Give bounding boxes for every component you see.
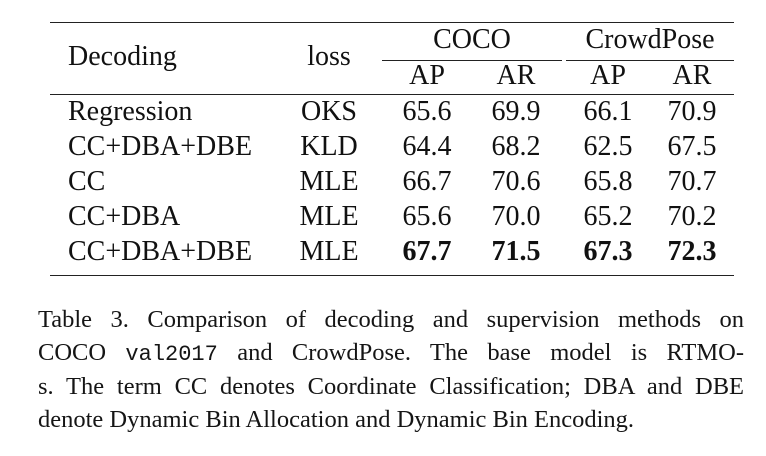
table-row-coco-ap: 65.6 [402, 201, 452, 232]
best-crowd-ap: 67.3 [583, 236, 633, 267]
table-row-coco-ap: 64.4 [402, 131, 452, 162]
table-row-loss: OKS [300, 96, 357, 127]
table-row-decoding: Regression [68, 96, 193, 127]
header-coco: COCO [433, 24, 511, 55]
table-row-crowd-ap: 62.5 [583, 131, 633, 162]
table-row-coco-ap: 66.7 [402, 166, 452, 197]
table-row-loss: MLE [299, 166, 359, 197]
table-row-coco-ar: 70.6 [491, 166, 541, 197]
header-bottom-rule [50, 94, 734, 95]
table-row-decoding: CC+DBA+DBE [68, 131, 253, 162]
bottom-rule [50, 275, 734, 276]
header-crowd-ar: AR [672, 60, 712, 91]
best-coco-ap: 67.7 [402, 236, 452, 267]
caption-line: Table 3. Comparison of decoding and supe… [38, 306, 744, 333]
table-row-crowd-ap: 65.2 [583, 201, 633, 232]
caption-text: and CrowdPose. The base model is RTMO- [217, 338, 744, 366]
header-crowd-ap: AP [590, 60, 626, 91]
crowdpose-header-rule [566, 60, 734, 61]
table-row-crowd-ar: 67.5 [667, 131, 717, 162]
table-row-loss: MLE [299, 236, 359, 267]
coco-header-rule [382, 60, 562, 61]
table-row-coco-ap: 65.6 [402, 96, 452, 127]
dataset-split-code: val2017 [125, 341, 218, 367]
top-rule [50, 22, 734, 23]
header-coco-ar: AR [496, 60, 536, 91]
header-crowdpose: CrowdPose [585, 24, 715, 55]
table-row-crowd-ar: 70.7 [667, 166, 717, 197]
header-coco-ap: AP [409, 60, 445, 91]
table-row-loss: KLD [300, 131, 358, 162]
table-row-crowd-ap: 66.1 [583, 96, 633, 127]
caption-line: denote Dynamic Bin Allocation and Dynami… [38, 405, 635, 433]
table-row-crowd-ap: 65.8 [583, 166, 633, 197]
table-row-coco-ar: 70.0 [491, 201, 541, 232]
table-row-coco-ar: 68.2 [491, 131, 541, 162]
table-row-decoding: CC+DBA+DBE [68, 236, 253, 267]
table-row-crowd-ar: 70.2 [667, 201, 717, 232]
header-decoding: Decoding [68, 41, 177, 72]
table-row-loss: MLE [299, 201, 359, 232]
table-caption: Table 3. Comparison of decoding and supe… [38, 304, 744, 436]
caption-line: COCO val2017 and CrowdPose. The base mod… [38, 337, 744, 372]
best-coco-ar: 71.5 [491, 236, 541, 267]
table-row-decoding: CC+DBA [68, 201, 181, 232]
caption-line: s. The term CC denotes Coordinate Classi… [38, 373, 744, 400]
table-row-coco-ar: 69.9 [491, 96, 541, 127]
header-loss: loss [307, 41, 351, 72]
results-table: Decoding loss COCO CrowdPose AP AR AP AR… [50, 20, 734, 278]
best-crowd-ar: 72.3 [667, 236, 717, 267]
table-row-crowd-ar: 70.9 [667, 96, 717, 127]
table-row-decoding: CC [68, 166, 106, 197]
caption-text: COCO [38, 338, 126, 366]
